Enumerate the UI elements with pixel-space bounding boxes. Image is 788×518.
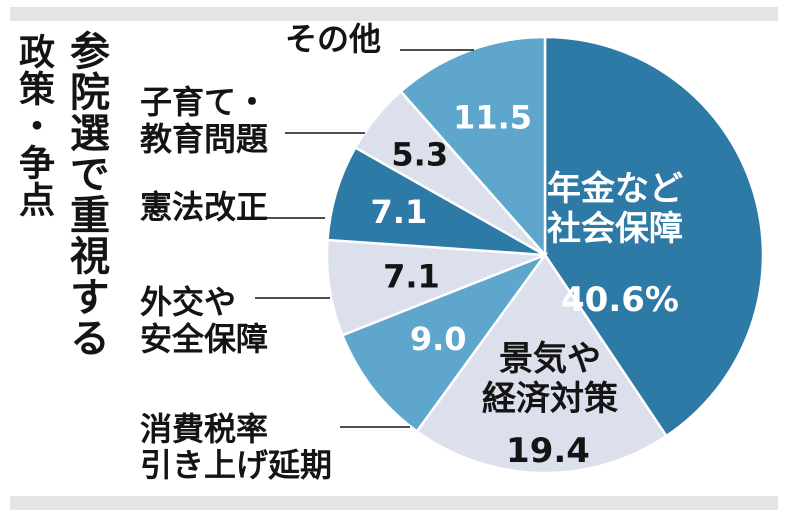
slice-label-6: その他	[285, 20, 381, 58]
slice-value-1: 19.4	[506, 431, 590, 471]
slice-value-2: 9.0	[410, 320, 467, 358]
slice-label-0: 年金など社会保障	[547, 169, 683, 249]
pie-slice-2	[340, 252, 549, 434]
chart-title-main: 参院選で重視する	[63, 30, 109, 358]
slice-value-6: 11.5	[453, 98, 532, 136]
slice-value-5: 5.3	[391, 135, 448, 173]
slice-label-3: 外交や安全保障	[140, 283, 268, 358]
pie-slice-0	[543, 35, 765, 438]
bottom-band	[10, 496, 778, 510]
slice-label-5: 子育て・教育問題	[140, 83, 268, 158]
slice-label-4: 憲法改正	[140, 188, 268, 226]
pie-labels: 年金など社会保障 40.6% 景気や経済対策 19.4 9.0 消費税率引き上げ延期 7.1…	[140, 20, 683, 484]
top-band	[10, 7, 778, 21]
slice-value-0: 40.6%	[561, 280, 679, 320]
pie-slice-6	[399, 35, 547, 259]
chart-title-sub: 政策・争点	[13, 33, 54, 218]
slice-label-1: 景気や経済対策	[482, 339, 618, 419]
pie-slices	[325, 35, 765, 475]
slice-value-4: 7.1	[371, 193, 428, 231]
slice-label-2: 消費税率引き上げ延期	[140, 410, 332, 484]
slice-value-3: 7.1	[383, 258, 440, 296]
pie-slice-1	[415, 252, 669, 475]
